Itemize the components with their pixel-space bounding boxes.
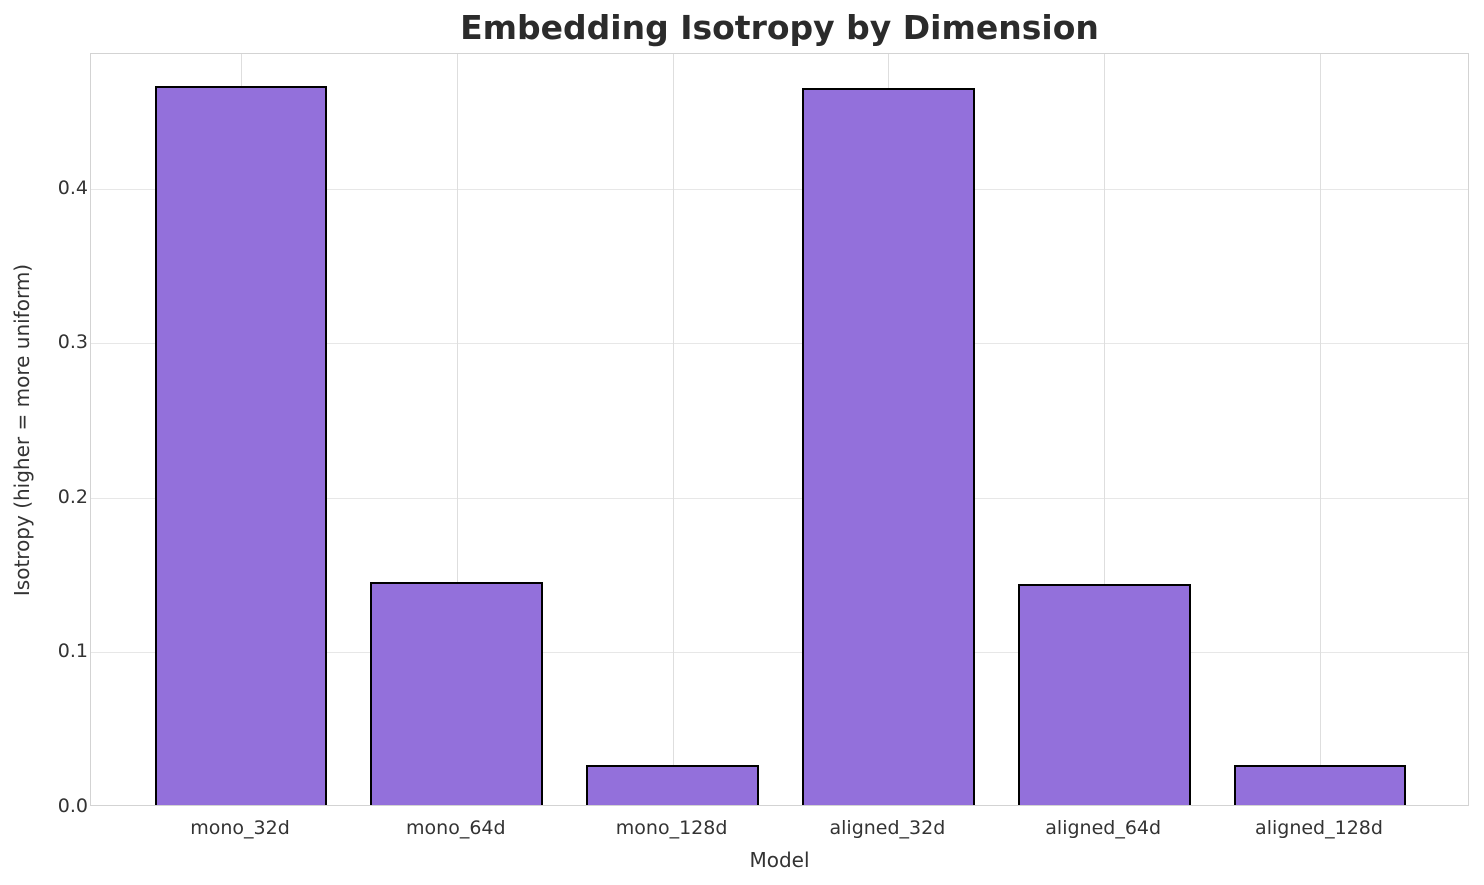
gridline-horizontal — [91, 343, 1468, 345]
bar-aligned_32d — [802, 87, 975, 805]
x-tick-label-mono_128d: mono_128d — [615, 817, 728, 839]
gridline-vertical — [456, 54, 458, 805]
bar-mono_64d — [370, 582, 544, 805]
y-tick-label: 0.2 — [57, 485, 88, 508]
y-tick-label: 0.0 — [57, 795, 88, 817]
gridline-horizontal — [91, 652, 1468, 654]
bar-mono_128d — [586, 764, 759, 805]
y-tick-label: 0.1 — [57, 640, 88, 663]
gridline-horizontal — [91, 497, 1468, 499]
x-tick-label-aligned_64d: aligned_64d — [1045, 817, 1162, 839]
gridline-vertical — [1104, 54, 1106, 805]
x-tick-label-aligned_128d: aligned_128d — [1255, 817, 1383, 839]
bar-aligned_128d — [1233, 764, 1407, 805]
bar-mono_32d — [154, 86, 328, 805]
x-tick-label-mono_64d: mono_64d — [406, 817, 506, 839]
y-tick-label: 0.3 — [57, 331, 88, 354]
gridline-vertical — [1320, 54, 1321, 805]
y-axis-label: Isotropy (higher = more uniform) — [10, 263, 34, 597]
x-tick-label-aligned_32d: aligned_32d — [829, 817, 946, 839]
x-tick-label-mono_32d: mono_32d — [190, 817, 290, 839]
gridline-horizontal — [91, 188, 1468, 190]
plot-area — [90, 53, 1469, 806]
x-axis-label: Model — [749, 848, 810, 872]
chart-title: Embedding Isotropy by Dimension — [460, 8, 1099, 47]
bar-aligned_64d — [1017, 583, 1191, 805]
y-tick-label: 0.4 — [57, 176, 88, 199]
gridline-vertical — [672, 54, 674, 805]
